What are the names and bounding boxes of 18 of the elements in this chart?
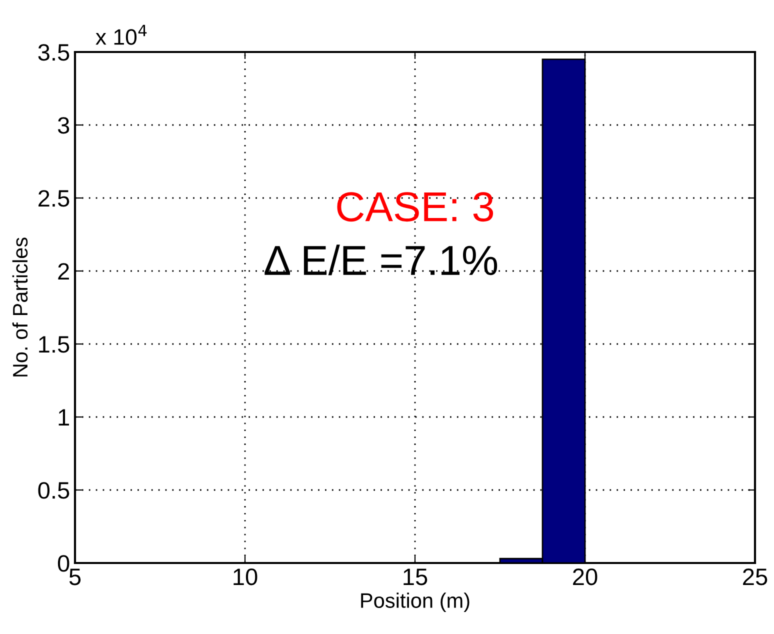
x-tick-label: 10 — [234, 568, 258, 586]
x-tick-label: 25 — [743, 568, 768, 586]
x-axis-title: Position (m) — [361, 592, 470, 612]
y-tick-label: 0 — [58, 555, 70, 572]
y-tick-label: 1 — [58, 409, 69, 426]
y-tick-label: 1.5 — [39, 336, 70, 353]
x-tick-label: 5 — [69, 568, 81, 586]
annotation: CASE: 3 — [337, 192, 494, 222]
text: x 10$^{4}$ — [96, 24, 147, 45]
y-tick-label: 3.5 — [38, 44, 70, 61]
x-tick-label: 15 — [404, 568, 428, 586]
y-tick-label: 2.5 — [38, 190, 70, 207]
y-tick-label: 3 — [58, 117, 70, 134]
y-tick-label: 0.5 — [38, 482, 70, 499]
y-tick-label: 2 — [58, 263, 69, 280]
annotation: Δ E/E =7.1% — [264, 244, 498, 276]
y-axis-title: No. of Particles — [12, 238, 28, 376]
x-tick-label: 20 — [573, 568, 598, 586]
